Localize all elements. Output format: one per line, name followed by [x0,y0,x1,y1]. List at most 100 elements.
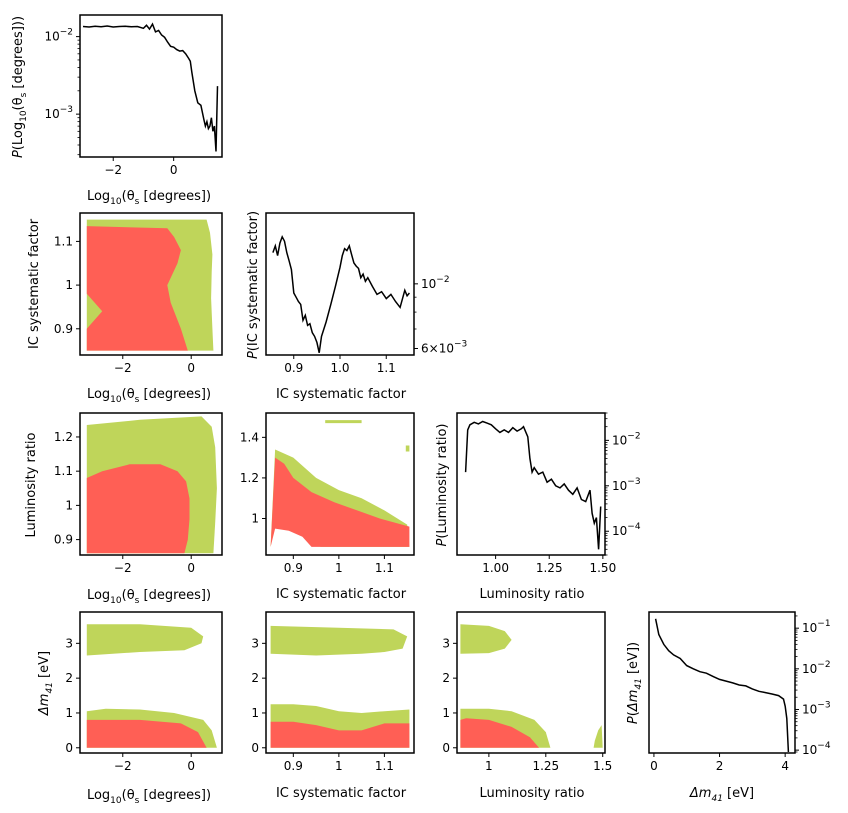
xlabel-r2c2: Luminosity ratio [479,587,584,602]
panel-r1c0-ytick-label: 1 [65,278,73,292]
panel-r2c2-xtick-label: 1.00 [482,561,509,575]
xlabel-r3c0: Log10(θs [degrees]) [87,788,211,806]
panel-r0c0-xtick-label: −2 [104,163,122,177]
panel-r0c0-frame [79,14,223,158]
panel-r3c0-ytick-label: 1 [65,706,73,720]
panel-r1c1-ytick-label: 10−2 [421,275,450,291]
panel-r1c1-ytick-label: 6×10−3 [421,340,467,356]
panel-r3c3-xtick-label: 0 [650,759,658,773]
panel-r2c1-red-region-0 [270,457,410,547]
ylabel-r2c2: P(Luminosity ratio) [435,423,450,546]
panel-r1c1-frame [265,212,415,356]
axis-labels: P(Log10(θs [degrees])) Log10(θs [degrees… [11,16,754,806]
panel-r2c1-green-region-2 [405,445,410,452]
panel-r2c0-frame [79,412,223,556]
panel-r1c0-ytick-label: 1.1 [54,234,73,248]
panel-r3c1: 0.9 1 1.1 0 1 2 3 [251,611,415,773]
panel-r3c2-green-region-1 [460,624,512,654]
panel-r2c0-ytick-label: 0.9 [54,533,73,547]
xlabel-r0c0: Log10(θs [degrees]) [87,189,211,207]
panel-r3c0-xtick-label: 0 [187,759,195,773]
xlabel-r2c0: Log10(θs [degrees]) [87,588,211,606]
panel-r2c1-frame [265,412,415,556]
panel-r3c3-ytick-label: 10−1 [802,619,831,635]
panel-r2c0-xtick-label: 0 [187,561,195,575]
panel-r0c0-ytick-label: 10−3 [44,105,73,121]
panel-r2c0: −2 0 0.9 1 1.1 1.2 [54,412,223,575]
panel-r3c0-ytick-label: 3 [65,636,73,650]
panel-r2c0-ytick-label: 1.2 [54,430,73,444]
panel-r1c1-xtick-label: 1.0 [330,361,349,375]
panel-r1c1-xtick-label: 0.9 [284,361,303,375]
panel-r3c2-red-region-0 [460,718,539,748]
ylabel-r3c3: P(Δm41 [eV]) [626,642,644,724]
panel-r3c0-ytick-label: 2 [65,671,73,685]
panel-r3c0-frame [79,611,223,754]
panel-r3c2-green-region-2 [593,725,603,748]
panel-r3c1-ytick-label: 0 [251,741,259,755]
panel-r3c1-xtick-label: 0.9 [284,759,303,773]
panel-r3c2-frame [456,611,606,754]
panel-r1c0-red-region-0 [86,226,188,351]
panel-r1c0: −2 0 0.9 1 1.1 [54,212,223,375]
panel-r3c3-frame [648,611,796,754]
ylabel-r1c1: P(IC systematic factor) [246,211,261,359]
panel-r3c3-xtick-label: 2 [716,759,724,773]
panel-r3c0-green-region-1 [86,624,204,656]
panel-r2c1-ytick-label: 1.2 [240,471,259,485]
panel-r3c1-frame [265,611,415,754]
panel-r2c1-xtick-label: 1.1 [375,561,394,575]
panel-r1c1-xtick-label: 1.1 [377,361,396,375]
panel-r3c1-green-region-1 [270,625,408,656]
panel-r2c0-xtick-label: −2 [114,561,132,575]
xlabel-r3c3: Δm41 [eV] [689,786,754,804]
xlabel-r3c2: Luminosity ratio [479,786,584,801]
ylabel-r0c0: P(Log10(θs [degrees])) [11,16,29,158]
panel-r2c1: 0.9 1 1.1 1 1.2 1.4 [240,412,415,575]
panel-r3c2-xtick-label: 1.25 [532,759,559,773]
panel-r2c2-xtick-label: 1.50 [589,561,616,575]
panel-r1c0-ytick-label: 0.9 [54,322,73,336]
panel-r2c0-ytick-label: 1 [65,498,73,512]
panel-r3c0: −2 0 0 1 2 3 [65,611,223,773]
panel-r3c3-ytick-label: 10−3 [802,700,831,716]
panel-r3c2-xtick-label: 1 [485,759,493,773]
panel-r2c1-ytick-label: 1 [251,511,259,525]
panel-r0c0-ytick-label: 10−2 [44,28,73,44]
panel-r2c1-ytick-label: 1.4 [240,430,259,444]
panel-r1c1-posterior-line [272,234,410,353]
panel-r3c1-ytick-label: 3 [251,636,259,650]
panel-r3c1-ytick-label: 1 [251,706,259,720]
panel-r1c1: 0.9 1.0 1.1 10−2 6×10−3 [265,212,467,375]
xlabel-r1c1: IC systematic factor [276,387,407,402]
panel-r0c0-xtick-label: 0 [170,163,178,177]
panel-r3c3-ytick-label: 10−4 [802,741,831,757]
panel-r3c2: 1 1.25 1.5 0 1 2 3 [442,611,612,773]
panel-r2c2-ytick-label: 10−4 [612,522,641,538]
panel-r2c2-xtick-label: 1.25 [536,561,563,575]
panel-r3c1-ytick-label: 2 [251,671,259,685]
panel-r3c3-xtick-label: 4 [781,759,789,773]
panel-r3c2-ytick-label: 2 [442,671,450,685]
panel-r2c2-ytick-label: 10−3 [612,477,641,493]
panel-r3c2-ytick-label: 0 [442,741,450,755]
panel-r2c1-xtick-label: 0.9 [284,561,303,575]
panel-r3c0-red-region-0 [86,719,207,748]
panel-r3c1-xtick-label: 1 [335,759,343,773]
panel-r2c2: 1.00 1.25 1.50 10−2 10−3 10−4 [456,412,641,575]
panel-r3c3-ytick-label: 10−2 [802,660,831,676]
panel-r2c0-ytick-label: 1.1 [54,464,73,478]
panel-r2c1-green-region-1 [325,420,362,424]
panel-r3c0-xtick-label: −2 [114,759,132,773]
panel-r3c2-ytick-label: 1 [442,706,450,720]
panel-r3c2-xtick-label: 1.5 [593,759,612,773]
panel-r0c0-posterior-line [82,22,219,152]
panel-r3c1-red-region-0 [270,721,410,748]
panel-r3c1-xtick-label: 1.1 [375,759,394,773]
panel-r0c0: −2 0 10−2 10−3 [44,14,223,177]
panel-r2c1-xtick-label: 1 [335,561,343,575]
panel-r1c0-xtick-label: −2 [114,361,132,375]
xlabel-r2c1: IC systematic factor [276,587,407,602]
ylabel-r3c0: Δm41 [eV] [37,651,55,716]
